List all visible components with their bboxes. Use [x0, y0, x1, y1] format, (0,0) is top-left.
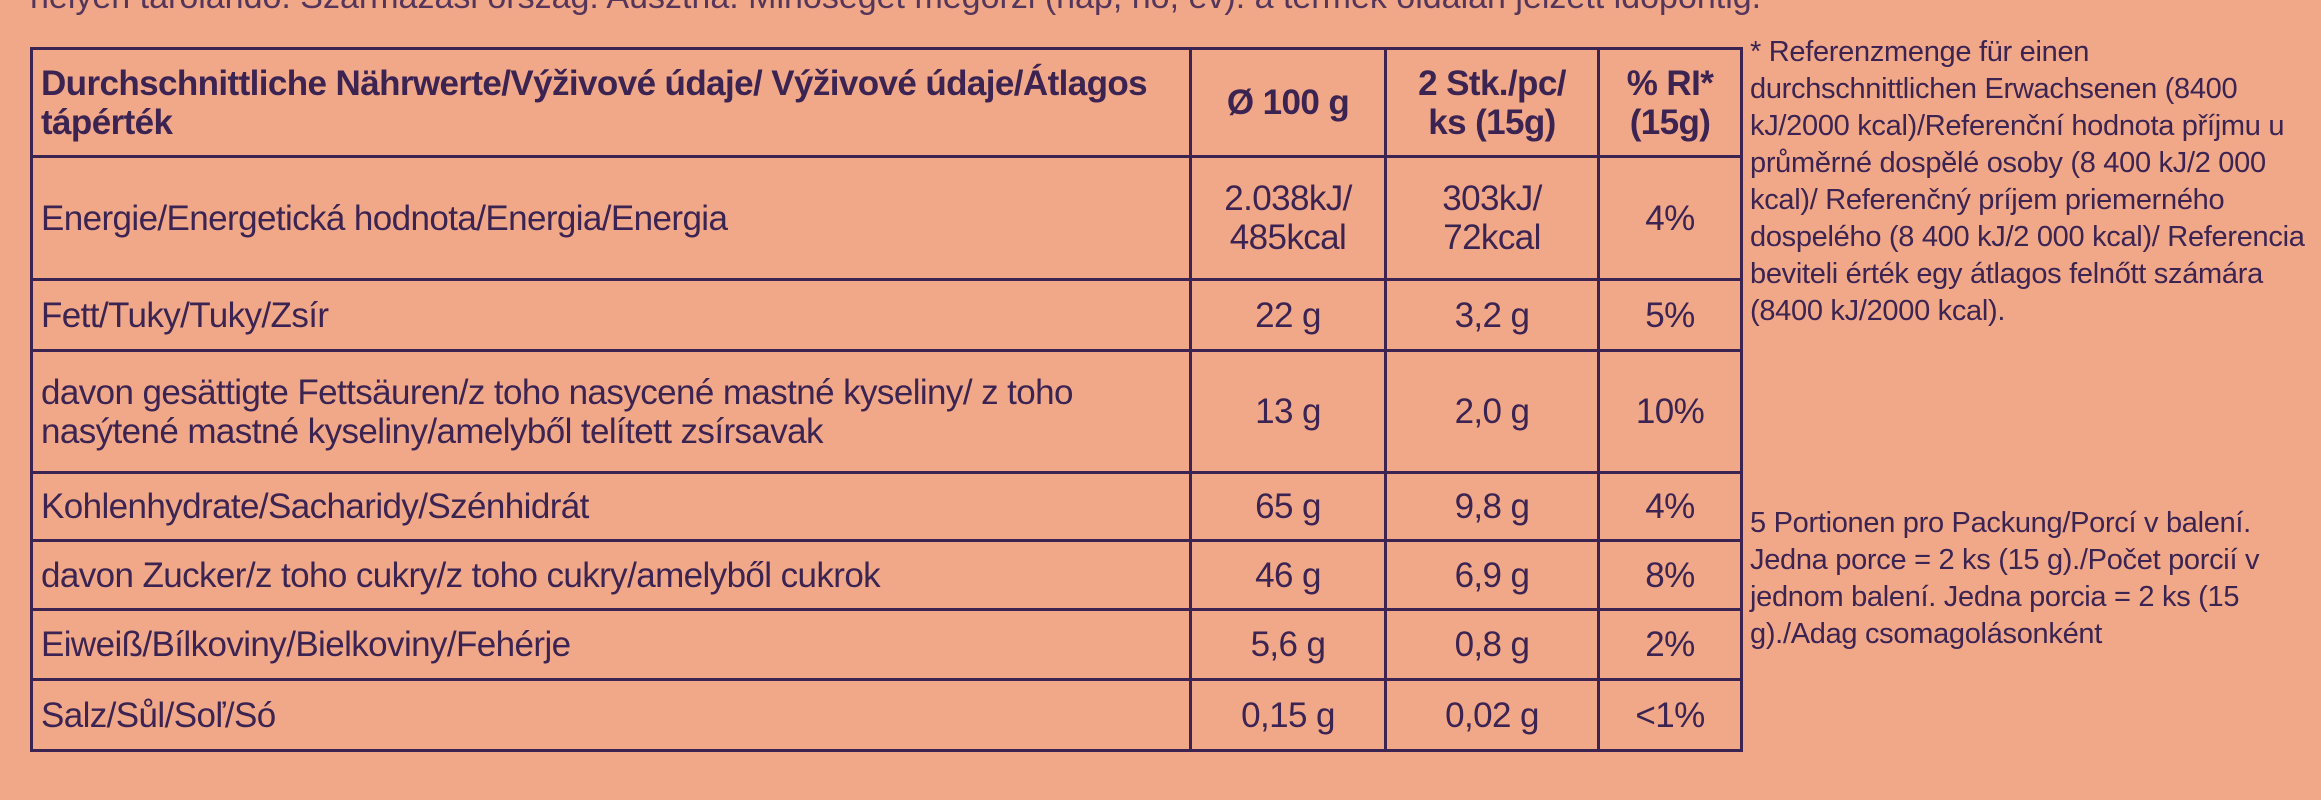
storage-origin-text: helyen tárolandó. Származási ország: Aus… [30, 0, 1761, 17]
table-row: Eiweiß/Bílkoviny/Bielkoviny/Fehérje 5,6 … [30, 608, 1743, 681]
row-label: Eiweiß/Bílkoviny/Bielkoviny/Fehérje [30, 608, 1192, 681]
per-100g: 2.038kJ/ 485kcal [1189, 155, 1387, 281]
row-label: Salz/Sůl/Soľ/Só [30, 678, 1192, 752]
per-portion: 303kJ/ 72kcal [1384, 155, 1600, 281]
ri: 4% [1597, 155, 1743, 281]
per-100g: 0,15 g [1189, 678, 1387, 752]
header-nutrients: Durchschnittliche Nährwerte/Výživové úda… [30, 47, 1192, 158]
row-label: Fett/Tuky/Tuky/Zsír [30, 278, 1192, 352]
table-header-row: Durchschnittliche Nährwerte/Výživové úda… [30, 47, 1743, 158]
header-per-100g: Ø 100 g [1189, 47, 1387, 158]
table-row: davon Zucker/z toho cukry/z toho cukry/a… [30, 539, 1743, 611]
ri: <1% [1597, 678, 1743, 752]
table-row: Fett/Tuky/Tuky/Zsír 22 g 3,2 g 5% [30, 278, 1743, 352]
table-row: Energie/Energetická hodnota/Energia/Ener… [30, 155, 1743, 281]
row-label: davon gesättigte Fettsäuren/z toho nasyc… [30, 349, 1192, 474]
per-portion: 3,2 g [1384, 278, 1600, 352]
ri: 2% [1597, 608, 1743, 681]
ri: 10% [1597, 349, 1743, 474]
table-row: davon gesättigte Fettsäuren/z toho nasyc… [30, 349, 1743, 474]
portions-note: 5 Portionen pro Packung/Porcí v balení. … [1750, 507, 2260, 650]
row-label: Kohlenhydrate/Sacharidy/Szénhidrát [30, 471, 1192, 542]
per-portion: 9,8 g [1384, 471, 1600, 542]
ri: 5% [1597, 278, 1743, 352]
header-ri: % RI* (15g) [1597, 47, 1743, 158]
ri: 4% [1597, 471, 1743, 542]
per-100g: 13 g [1189, 349, 1387, 474]
row-label: davon Zucker/z toho cukry/z toho cukry/a… [30, 539, 1192, 611]
table-row: Salz/Sůl/Soľ/Só 0,15 g 0,02 g <1% [30, 678, 1743, 752]
table-row: Kohlenhydrate/Sacharidy/Szénhidrát 65 g … [30, 471, 1743, 542]
per-100g: 22 g [1189, 278, 1387, 352]
per-portion: 2,0 g [1384, 349, 1600, 474]
per-100g: 46 g [1189, 539, 1387, 611]
per-100g: 65 g [1189, 471, 1387, 542]
reference-intake-note: * Referenzmenge für einen durchschnittli… [1750, 36, 2305, 327]
per-portion: 0,02 g [1384, 678, 1600, 752]
per-portion: 6,9 g [1384, 539, 1600, 611]
row-label: Energie/Energetická hodnota/Energia/Ener… [30, 155, 1192, 281]
ri: 8% [1597, 539, 1743, 611]
per-100g: 5,6 g [1189, 608, 1387, 681]
nutrition-table: Durchschnittliche Nährwerte/Výživové úda… [30, 47, 1743, 752]
header-per-portion: 2 Stk./pc/ ks (15g) [1384, 47, 1600, 158]
per-portion: 0,8 g [1384, 608, 1600, 681]
